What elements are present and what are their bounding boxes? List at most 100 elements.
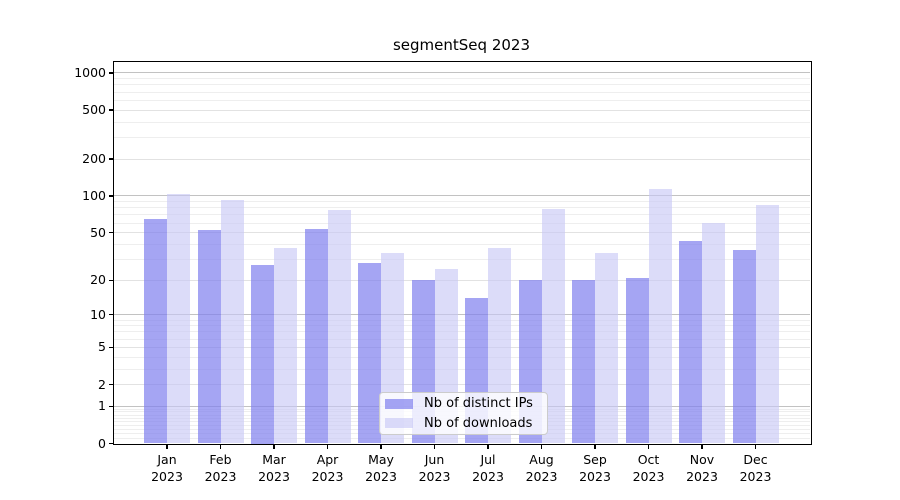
x-tick-year: 2023: [472, 468, 504, 484]
x-tick-month: Aug: [529, 451, 554, 467]
legend: Nb of distinct IPs Nb of downloads: [379, 392, 548, 435]
y-gridline-minor: [113, 99, 810, 101]
y-gridline-minor: [113, 84, 810, 86]
x-tick-month: Apr: [316, 451, 339, 467]
y-tick-label: 500: [82, 102, 106, 118]
y-gridline-minor: [113, 325, 810, 327]
y-gridline-minor: [113, 331, 810, 333]
y-gridline-minor: [113, 91, 810, 93]
bar-distinct-ips-apr: [304, 228, 328, 444]
legend-label-downloads: Nb of downloads: [424, 415, 533, 431]
y-tick-label: 2: [98, 376, 106, 392]
y-gridline-minor: [113, 258, 810, 260]
y-gridline-minor: [113, 158, 810, 160]
bar-distinct-ips-jan: [144, 218, 167, 444]
y-tick-label: 50: [90, 224, 106, 240]
x-tick-label: Jul 2023: [460, 451, 516, 485]
y-gridline-minor: [113, 207, 810, 209]
x-tick-year: 2023: [418, 468, 451, 484]
x-tick-label: Aug 2023: [514, 451, 570, 485]
bar-downloads-sep: [595, 252, 618, 444]
x-tick-year: 2023: [204, 468, 237, 484]
y-gridline-minor: [113, 384, 810, 386]
x-tick-mark: [219, 444, 222, 449]
x-tick-mark: [647, 444, 650, 449]
bar-distinct-ips-feb: [197, 229, 221, 444]
y-gridline-minor: [113, 136, 810, 138]
y-tick-label: 100: [82, 187, 106, 203]
x-tick-month: May: [368, 451, 394, 467]
x-tick-year: 2023: [686, 468, 718, 484]
y-tick-label: 200: [82, 151, 106, 167]
y-tick-label: 20: [90, 272, 106, 288]
y-tick-label: 1000: [74, 64, 106, 80]
x-tick-mark: [380, 444, 382, 449]
y-gridline-minor: [113, 109, 810, 111]
x-tick-label: May 2023: [353, 451, 409, 485]
y-tick-label: 1: [98, 398, 106, 414]
x-tick-month: Mar: [262, 451, 286, 467]
x-tick-mark: [594, 444, 596, 449]
y-gridline-minor: [113, 78, 810, 80]
x-tick-year: 2023: [525, 468, 558, 484]
legend-item-distinct-ips: Nb of distinct IPs: [380, 394, 547, 414]
x-tick-label: Dec 2023: [728, 451, 784, 485]
y-tick-mark: [108, 405, 113, 407]
x-tick-year: 2023: [258, 468, 290, 484]
bar-downloads-aug: [541, 209, 565, 444]
y-gridline-minor: [113, 368, 810, 370]
x-tick-mark: [273, 444, 275, 449]
bar-downloads-apr: [327, 209, 351, 444]
x-tick-month: Jun: [424, 451, 445, 467]
y-gridline-major: [113, 195, 810, 197]
x-tick-label: Sep 2023: [567, 451, 623, 485]
y-gridline-minor: [113, 214, 810, 216]
legend-label-distinct-ips: Nb of distinct IPs: [424, 396, 533, 412]
y-tick-mark: [108, 314, 113, 316]
y-gridline-major: [113, 72, 810, 74]
y-gridline-minor: [113, 319, 810, 321]
y-gridline-minor: [113, 222, 810, 224]
y-gridline-minor: [113, 232, 810, 234]
bar-distinct-ips-dec: [732, 249, 756, 444]
x-tick-mark: [433, 444, 436, 449]
x-tick-mark: [540, 444, 543, 449]
x-tick-year: 2023: [739, 468, 772, 484]
x-tick-label: Feb 2023: [193, 451, 249, 485]
bar-distinct-ips-may: [358, 262, 381, 444]
chart-title: segmentSeq 2023: [392, 36, 530, 54]
y-gridline-major: [113, 314, 810, 316]
y-gridline-minor: [113, 121, 810, 123]
y-gridline-minor: [113, 279, 810, 281]
y-gridline-minor: [113, 243, 810, 245]
bar-downloads-feb: [220, 199, 244, 444]
y-gridline-minor: [113, 338, 810, 340]
bar-downloads-dec: [755, 204, 779, 444]
x-tick-label: Nov 2023: [674, 451, 730, 485]
x-tick-month: Dec: [743, 451, 768, 467]
bar-downloads-nov: [702, 223, 725, 444]
legend-swatch-downloads: [385, 418, 413, 429]
bar-downloads-oct: [648, 188, 672, 444]
x-tick-label: Mar 2023: [246, 451, 302, 485]
x-tick-year: 2023: [365, 468, 397, 484]
x-tick-month: Oct: [637, 451, 660, 467]
x-tick-month: Jan: [157, 451, 177, 467]
legend-item-downloads: Nb of downloads: [380, 414, 547, 434]
x-tick-mark: [487, 444, 489, 449]
x-tick-mark: [166, 444, 168, 449]
y-tick-mark: [108, 195, 113, 197]
y-tick-label: 0: [98, 435, 106, 451]
y-tick-mark: [108, 158, 113, 160]
bar-distinct-ips-mar: [251, 264, 274, 444]
y-tick-mark: [108, 442, 113, 445]
bar-distinct-ips-oct: [625, 277, 649, 444]
x-tick-year: 2023: [311, 468, 344, 484]
x-tick-year: 2023: [151, 468, 183, 484]
bar-downloads-jan: [167, 194, 190, 444]
y-tick-mark: [108, 346, 113, 348]
x-tick-year: 2023: [632, 468, 665, 484]
x-tick-label: Oct 2023: [621, 451, 677, 485]
x-tick-mark: [754, 444, 757, 449]
